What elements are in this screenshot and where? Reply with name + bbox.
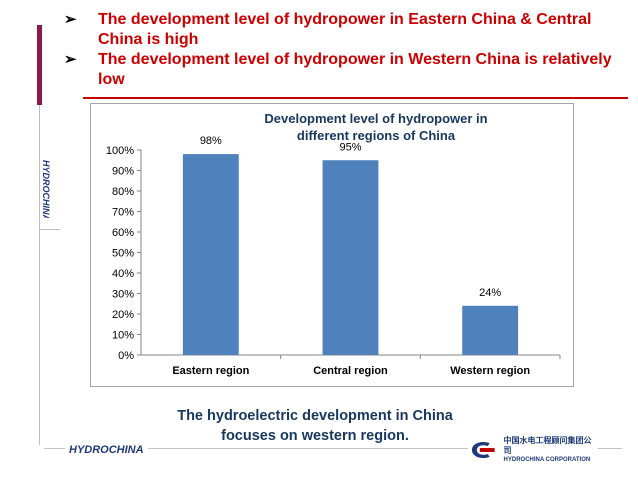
y-tick-label: 70%: [112, 207, 134, 219]
data-label: 95%: [339, 141, 361, 153]
bar: [182, 154, 239, 355]
hydrochina-vertical-logo: HYDROCHINA: [41, 160, 51, 218]
data-label: 98%: [200, 135, 222, 147]
y-tick-label: 90%: [112, 166, 134, 178]
x-tick-label: Eastern region: [172, 365, 249, 377]
y-tick-label: 100%: [106, 145, 134, 157]
accent-bar: [37, 25, 42, 105]
y-tick-label: 60%: [112, 227, 134, 239]
left-divider-line: [39, 105, 40, 445]
bullet-list: ➢ The development level of hydropower in…: [60, 10, 630, 90]
footer-divider: [44, 448, 622, 449]
bullet-text: The development level of hydropower in E…: [98, 11, 592, 48]
hydrochina-footer-logo: HYDROCHINA: [65, 444, 148, 456]
chart-title: Development level of hydropower in diffe…: [264, 111, 488, 143]
x-tick-label: Central region: [313, 365, 388, 377]
arrow-bullet-icon: ➢: [64, 51, 77, 68]
x-tick-label: Western region: [450, 365, 530, 377]
y-tick-label: 20%: [112, 309, 134, 321]
y-tick-label: 40%: [112, 268, 134, 280]
corporation-name-cn: 中国水电工程顾问集团公司: [503, 436, 592, 455]
corporation-logo: 中国水电工程顾问集团公司 HYDROCHINA CORPORATION: [468, 436, 598, 464]
left-divider-tick: [40, 229, 60, 230]
y-tick-label: 30%: [112, 289, 134, 301]
bar: [462, 305, 519, 355]
bar: [322, 160, 379, 355]
data-label: 24%: [479, 287, 501, 299]
bullet-item: ➢ The development level of hydropower in…: [60, 10, 630, 50]
red-underline: [83, 97, 628, 99]
corporation-logo-text: 中国水电工程顾问集团公司 HYDROCHINA CORPORATION: [504, 436, 598, 464]
corporation-logo-icon: [471, 441, 495, 459]
y-tick-label: 0%: [118, 350, 134, 362]
bullet-item: ➢ The development level of hydropower in…: [60, 50, 630, 90]
bullet-text: The development level of hydropower in W…: [98, 51, 612, 88]
y-tick-label: 80%: [112, 186, 134, 198]
caption-text: The hydroelectric development in China f…: [177, 408, 453, 444]
corporation-name-en: HYDROCHINA CORPORATION: [503, 457, 591, 463]
arrow-bullet-icon: ➢: [64, 11, 77, 28]
y-tick-label: 10%: [112, 330, 134, 342]
hydrochina-vertical-logo-text: HYDROCHINA: [41, 160, 51, 218]
y-tick-label: 50%: [112, 248, 134, 260]
